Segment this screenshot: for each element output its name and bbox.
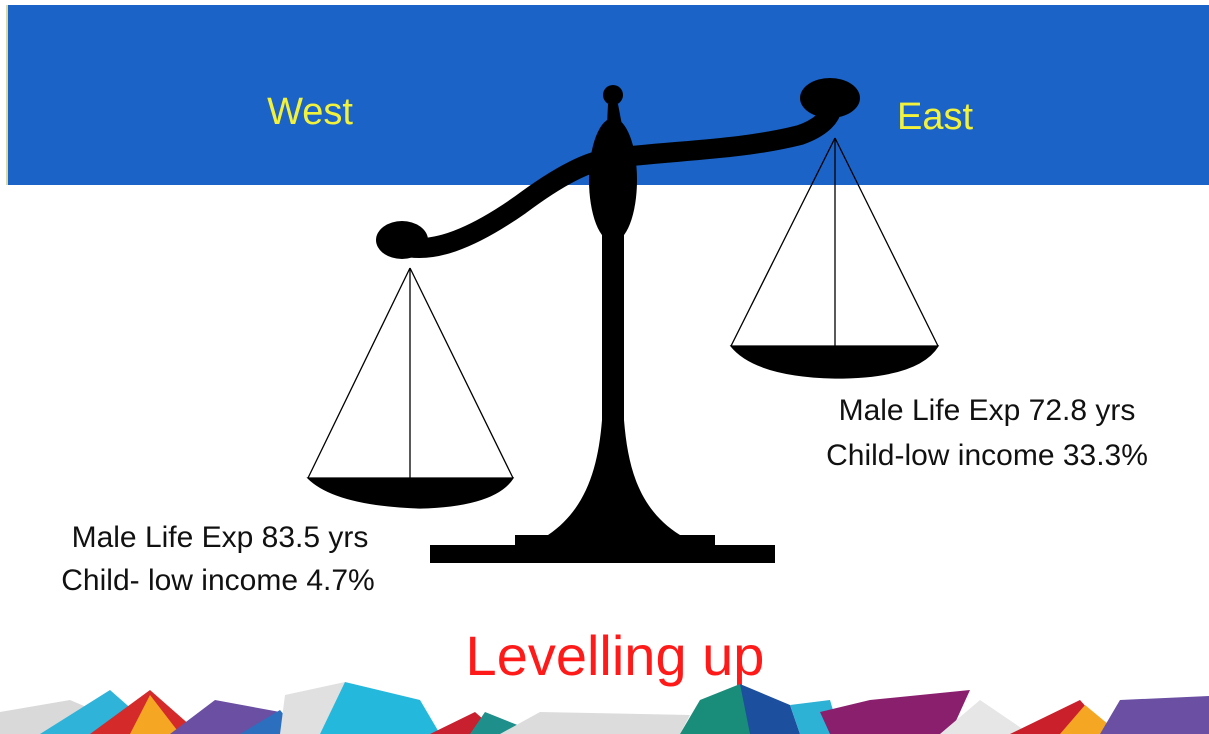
east-label: East xyxy=(897,96,973,138)
finial xyxy=(603,85,623,105)
base xyxy=(430,545,775,563)
west-life-exp: Male Life Exp 83.5 yrs xyxy=(72,521,369,554)
column xyxy=(602,225,624,425)
left-hook xyxy=(376,221,428,259)
right-hook xyxy=(800,78,860,118)
header-edge xyxy=(6,5,8,185)
west-label: West xyxy=(267,91,353,133)
page: West East Male Life Exp 83.5 yrs Child- … xyxy=(0,0,1209,734)
west-low-income: Child- low income 4.7% xyxy=(61,564,374,597)
slide-title: Levelling up xyxy=(466,624,765,687)
east-life-exp: Male Life Exp 72.8 yrs xyxy=(839,394,1136,427)
post-body xyxy=(589,118,637,242)
slide: West East Male Life Exp 83.5 yrs Child- … xyxy=(0,0,1209,734)
east-low-income: Child-low income 33.3% xyxy=(826,439,1148,472)
